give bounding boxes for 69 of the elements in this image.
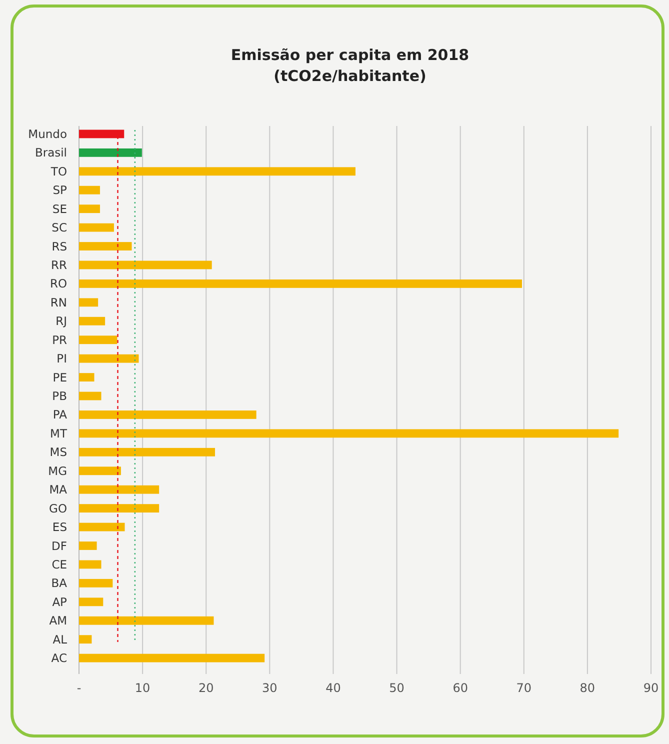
bar [79, 223, 114, 232]
bar [79, 542, 97, 550]
y-tick-label: GO [49, 501, 67, 516]
bar [79, 260, 212, 270]
y-tick-label: SP [52, 183, 68, 198]
x-tick-label: 20 [198, 681, 214, 695]
y-tick-label: AC [51, 651, 67, 666]
x-tick-label: 60 [452, 681, 468, 695]
y-tick-label: MG [48, 464, 67, 478]
bar [79, 504, 160, 513]
bar [79, 204, 100, 214]
bar [79, 635, 92, 644]
bar [79, 279, 522, 288]
x-tick-label: - [76, 681, 82, 695]
y-tick-label: RN [50, 295, 67, 310]
y-tick-label: RJ [56, 314, 67, 328]
y-tick-label: SE [52, 202, 67, 216]
bar [79, 298, 98, 307]
x-tick-label: 90 [643, 681, 659, 695]
bar [79, 410, 256, 419]
bar [79, 429, 619, 438]
y-tick-label: MA [49, 482, 68, 497]
y-tick-label: PE [52, 370, 67, 384]
bar [79, 392, 102, 400]
y-tick-label: MS [50, 445, 67, 460]
y-tick-label: TO [50, 164, 67, 178]
y-tick-label: PI [56, 352, 67, 366]
bar [79, 522, 125, 532]
y-tick-label: Mundo [28, 126, 67, 141]
y-tick-label: BA [51, 576, 68, 590]
y-tick-label: AP [52, 594, 68, 609]
bar [79, 167, 356, 176]
y-tick-label: Brasil [34, 146, 67, 160]
bar [79, 598, 104, 606]
bar [79, 316, 106, 326]
bar [79, 148, 142, 157]
x-tick-label: 30 [262, 681, 278, 695]
y-tick-label: CE [52, 557, 67, 572]
bar [79, 654, 265, 662]
chart-subtitle: (tCO2e/habitante) [274, 67, 426, 85]
x-tick-label: 40 [326, 681, 341, 695]
bar [79, 466, 121, 476]
y-tick-label: AM [49, 614, 67, 628]
y-tick-label: ES [52, 520, 67, 534]
bar [79, 616, 214, 625]
y-tick-label: RR [51, 258, 68, 272]
bar [79, 485, 160, 494]
chart-title: Emissão per capita em 2018 [230, 46, 470, 64]
bar [79, 186, 100, 194]
x-tick-label: 10 [134, 681, 150, 695]
bar [79, 578, 113, 588]
bar [79, 560, 102, 569]
y-tick-label: AL [52, 632, 68, 646]
x-tick-label: 80 [580, 681, 596, 695]
x-tick-label: 50 [389, 681, 404, 695]
y-tick-label: RO [50, 276, 67, 291]
bar [79, 448, 216, 456]
bar [79, 354, 139, 363]
y-tick-label: RS [52, 239, 67, 254]
y-tick-label: PA [52, 408, 68, 422]
y-tick-label: MT [50, 426, 68, 440]
bar [79, 336, 118, 344]
y-tick-label: PB [52, 389, 68, 404]
y-tick-label: PR [52, 332, 67, 347]
x-tick-label: 70 [516, 681, 532, 695]
y-tick-label: DF [52, 538, 67, 553]
y-tick-label: SC [52, 220, 67, 235]
bar [79, 373, 94, 382]
bar [79, 242, 132, 250]
